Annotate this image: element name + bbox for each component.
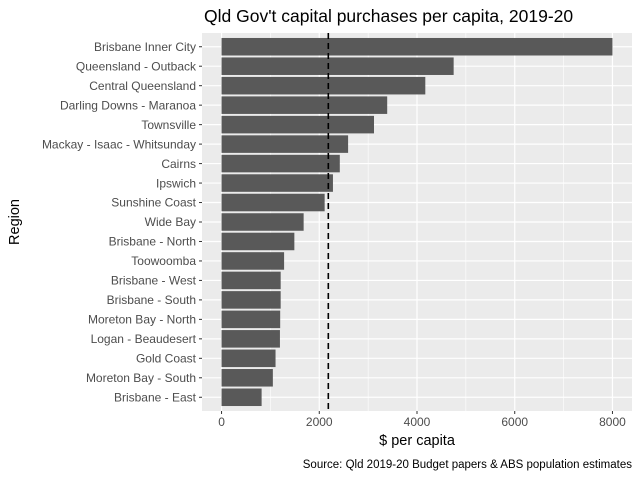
x-tick-label: 2000	[306, 415, 333, 429]
y-tick-label: Central Queensland	[89, 79, 196, 93]
bar	[221, 388, 262, 407]
bar	[221, 369, 273, 387]
source-caption: Source: Qld 2019-20 Budget papers & ABS …	[303, 459, 632, 471]
bar	[221, 330, 280, 348]
bar	[221, 252, 285, 270]
y-tick-label: Brisbane - East	[114, 390, 197, 404]
y-tick-label: Cairns	[161, 157, 196, 171]
bar	[221, 37, 613, 56]
x-tick-label: 0	[218, 415, 225, 429]
x-tick-label: 8000	[599, 415, 626, 429]
bar	[221, 310, 281, 329]
y-tick-label: Brisbane - North	[109, 235, 196, 249]
y-tick-label: Gold Coast	[136, 352, 197, 366]
y-tick-label: Mackay - Isaac - Whitsunday	[42, 137, 196, 151]
bar	[221, 271, 281, 290]
bars	[221, 37, 613, 407]
y-tick-labels: Brisbane Inner City Queensland - Outback C…	[42, 40, 202, 404]
bar	[221, 96, 388, 114]
y-tick-label: Brisbane - South	[107, 293, 196, 307]
bar	[221, 154, 340, 173]
x-axis-label: $ per capita	[379, 433, 456, 449]
bar	[221, 193, 325, 212]
bar	[221, 232, 295, 251]
bar	[221, 76, 426, 95]
x-tick-label: 4000	[404, 415, 431, 429]
bar	[221, 349, 276, 368]
chart-title: Qld Gov't capital purchases per capita, …	[204, 6, 573, 26]
bar	[221, 174, 333, 192]
bar	[221, 291, 281, 309]
y-tick-label: Queensland - Outback	[76, 59, 197, 73]
y-axis-label: Region	[7, 199, 23, 245]
y-tick-label: Ipswich	[156, 176, 196, 190]
x-tick-labels: 0 2000 4000 6000 8000	[218, 411, 626, 429]
bar	[221, 213, 304, 231]
y-tick-label: Logan - Beaudesert	[91, 332, 197, 346]
y-tick-label: Townsville	[141, 118, 196, 132]
y-tick-label: Toowoomba	[131, 254, 196, 268]
y-tick-label: Brisbane - West	[111, 274, 197, 288]
y-tick-label: Darling Downs - Maranoa	[60, 98, 196, 112]
y-tick-label: Brisbane Inner City	[94, 40, 196, 54]
bar	[221, 57, 454, 75]
y-tick-label: Wide Bay	[145, 215, 196, 229]
bar	[221, 115, 374, 134]
y-tick-label: Moreton Bay - North	[88, 313, 196, 327]
y-tick-label: Moreton Bay - South	[86, 371, 196, 385]
x-tick-label: 6000	[501, 415, 528, 429]
y-tick-label: Sunshine Coast	[111, 196, 196, 210]
bar	[221, 135, 349, 153]
